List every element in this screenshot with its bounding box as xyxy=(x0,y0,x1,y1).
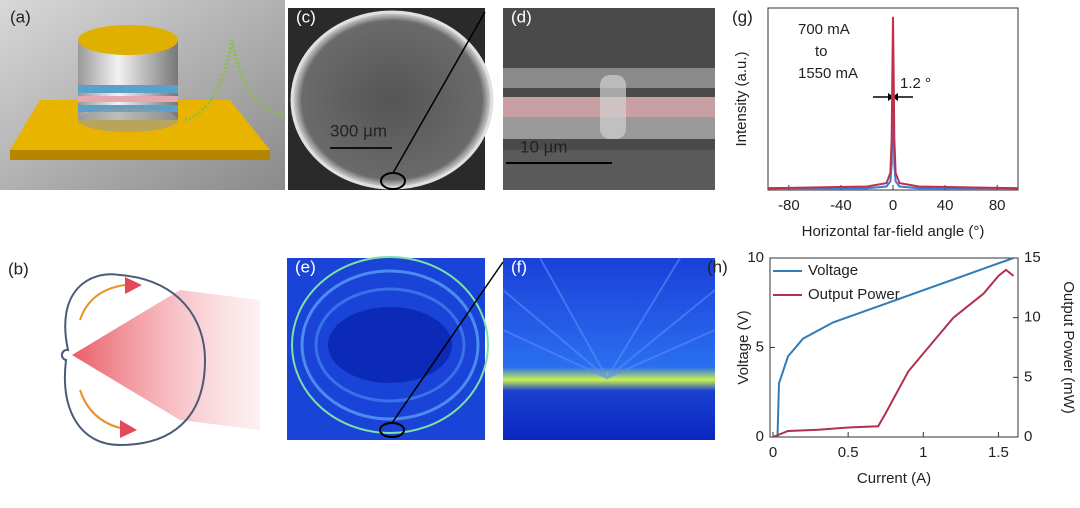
y-tick-label: 5 xyxy=(756,338,764,355)
x-tick-label: 0.5 xyxy=(838,444,859,461)
scale-bar-label: 300 µm xyxy=(330,121,387,140)
panel-label: (h) xyxy=(707,257,728,276)
panel-label: (g) xyxy=(732,7,753,26)
panel-label: (b) xyxy=(8,259,29,278)
x-tick-label: 1 xyxy=(919,444,927,461)
panel-label: (c) xyxy=(296,7,316,26)
y2-tick-label: 15 xyxy=(1024,249,1041,266)
x-axis-label: Horizontal far-field angle (°) xyxy=(802,223,985,240)
y2-tick-label: 0 xyxy=(1024,428,1032,445)
panel-c: 300 µm (c) xyxy=(288,7,494,190)
y2-tick-label: 10 xyxy=(1024,309,1041,326)
x-tick-label: 80 xyxy=(989,197,1006,214)
fwhm-arrows xyxy=(873,93,913,101)
x-axis-label: Current (A) xyxy=(857,470,931,487)
x-tick-label: 40 xyxy=(937,197,954,214)
x-tick-label: -40 xyxy=(830,197,852,214)
panel-e: (e) xyxy=(287,256,504,440)
y-tick-label: 10 xyxy=(747,249,764,266)
data-line xyxy=(772,268,1015,438)
y2-tick-label: 5 xyxy=(1024,368,1032,385)
x-tick-label: 0 xyxy=(769,444,777,461)
panel-d: 10 µm (d) xyxy=(503,7,715,190)
panel-f: (f) xyxy=(502,257,716,440)
data-line xyxy=(767,16,1019,190)
panel-label: (e) xyxy=(295,257,316,276)
x-tick-label: 0 xyxy=(889,197,897,214)
panel-label: (f) xyxy=(511,257,527,276)
panel-a: (a) xyxy=(0,0,286,190)
legend-label: Output Power xyxy=(808,286,900,303)
legend-label: Voltage xyxy=(808,262,858,279)
scale-bar-label: 10 µm xyxy=(520,137,568,156)
x-tick-label: 1.5 xyxy=(988,444,1009,461)
y-axis-label: Intensity (a.u.) xyxy=(733,51,750,146)
annotation: 700 mA xyxy=(798,21,850,38)
data-line xyxy=(776,257,1014,438)
panel-label: (a) xyxy=(10,7,31,26)
x-tick-label: -80 xyxy=(778,197,800,214)
y-axis-label: Voltage (V) xyxy=(735,310,752,384)
annotation: 1550 mA xyxy=(798,65,858,82)
plot-frame xyxy=(769,257,1019,438)
annotation: 1.2 ° xyxy=(900,75,931,92)
panel-b: (b) xyxy=(8,259,260,447)
y2-axis-label: Output Power (mW) xyxy=(1060,281,1077,414)
y-tick-label: 0 xyxy=(756,428,764,445)
panel-label: (d) xyxy=(511,7,532,26)
annotation: to xyxy=(815,43,828,60)
data-line xyxy=(768,103,1018,190)
